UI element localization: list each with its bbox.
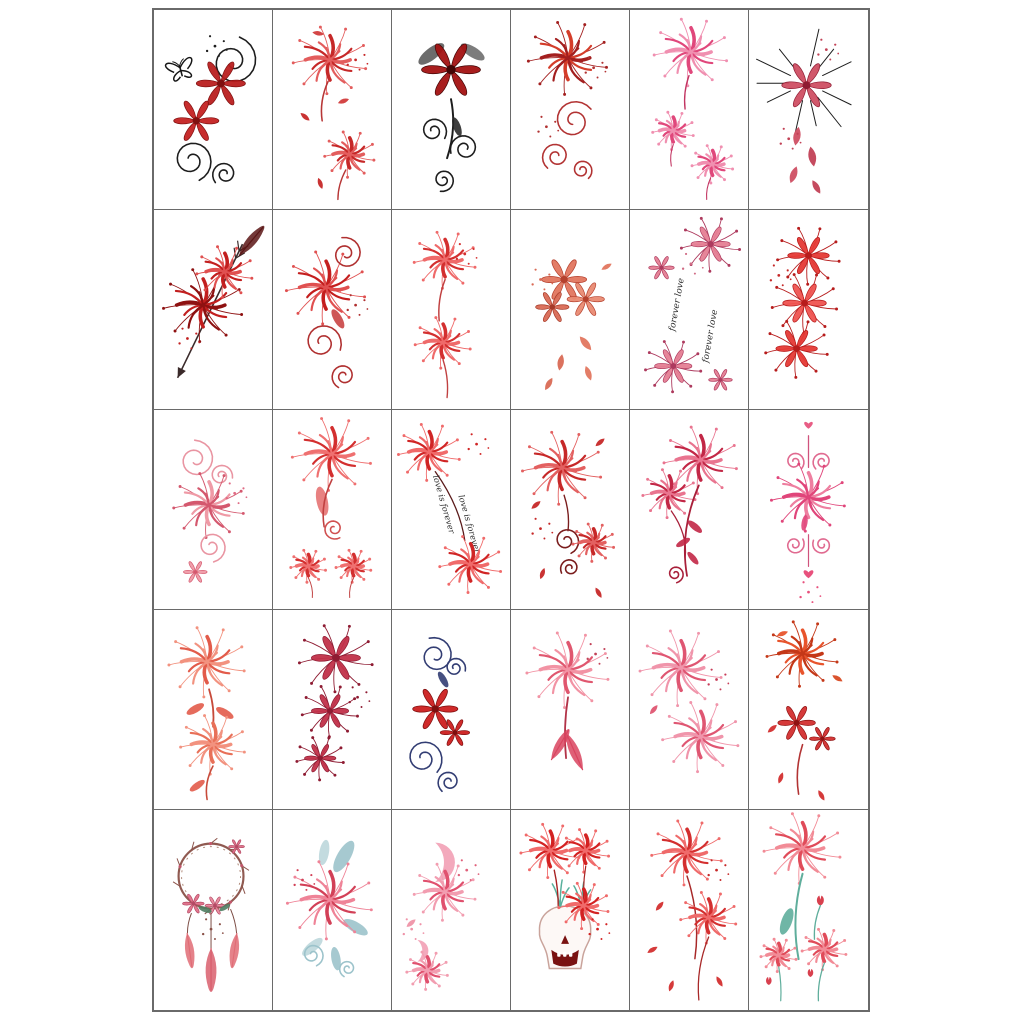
tattoo-cell-r5c3-crescent-moons-pink-lilies bbox=[392, 810, 511, 1010]
spider-lilies-long-stems-petals-illustration bbox=[647, 819, 738, 1001]
spider-lily-ribbon-two-buds-illustration bbox=[289, 417, 373, 598]
script-text: forever love bbox=[701, 309, 720, 365]
spider-lilies-love-is-forever-illustration: love is forever love is forever bbox=[397, 422, 503, 594]
tattoo-cell-r5c5-spider-lilies-long-stems-petals bbox=[630, 810, 749, 1010]
tattoo-cell-r3c1-soft-pink-lily-curls bbox=[154, 410, 273, 610]
tattoo-cell-r4c4-pink-spider-lily-fern-leaves bbox=[511, 610, 630, 810]
soft-pink-lily-curls-illustration bbox=[172, 439, 248, 583]
crimson-lilies-long-stamens-illustration bbox=[295, 624, 374, 782]
pink-lilies-forever-love-script-illustration: forever love forever love bbox=[644, 216, 742, 394]
spider-lily-treble-swirl-illustration bbox=[521, 430, 616, 598]
tattoo-cell-r4c6-orange-red-spider-lily-pair-petals bbox=[749, 610, 868, 810]
script-text: forever love bbox=[667, 277, 686, 333]
tattoo-cell-r2c2-spider-lily-red-flourishes bbox=[273, 210, 392, 410]
tattoo-cell-r1c5-pink-spider-lilies-trio bbox=[630, 10, 749, 210]
tattoo-cell-r3c2-spider-lily-ribbon-two-buds bbox=[273, 410, 392, 610]
tattoo-cell-r3c6-pink-heart-ornament-totem bbox=[749, 410, 868, 610]
pink-heart-ornament-totem-illustration bbox=[769, 421, 846, 604]
tattoo-cell-r1c6-red-flower-black-spikes-flames bbox=[749, 10, 868, 210]
tattoo-sheet-grid: forever love forever love love is forever l… bbox=[152, 8, 870, 1012]
orange-red-spider-lily-pair-petals-illustration bbox=[765, 620, 843, 801]
deep-red-lily-black-vine-illustration bbox=[418, 43, 485, 193]
tattoo-cell-r2c3-two-spider-lilies-stems bbox=[392, 210, 511, 410]
tattoo-cell-r3c4-spider-lily-treble-swirl bbox=[511, 410, 630, 610]
spider-lily-red-flourishes-illustration bbox=[284, 236, 369, 389]
red-lily-chain-illustration bbox=[764, 226, 841, 379]
two-pink-spider-lilies-illustration bbox=[638, 629, 740, 774]
script-text: love is forever bbox=[431, 474, 458, 536]
tattoo-cell-r4c1-coral-spider-lilies-stems bbox=[154, 610, 273, 810]
spider-lilies-arrow-feather-illustration bbox=[162, 225, 265, 379]
script-text: love is forever bbox=[457, 494, 484, 556]
tattoo-cell-r1c1-red-lilies-butterfly-black-swirls bbox=[154, 10, 273, 210]
crescent-moons-pink-lilies-illustration bbox=[402, 842, 480, 991]
tattoo-cell-r4c3-red-lilies-indigo-vines bbox=[392, 610, 511, 810]
tattoo-cell-r3c3-spider-lilies-love-is-forever: love is forever love is forever bbox=[392, 410, 511, 610]
skull-spider-lilies-illustration bbox=[519, 822, 611, 970]
pink-spider-lily-fern-leaves-illustration bbox=[525, 631, 610, 771]
tattoo-cell-r4c5-two-pink-spider-lilies bbox=[630, 610, 749, 810]
two-spider-lilies-leafy-stems-illustration bbox=[641, 425, 738, 584]
coral-spider-lilies-stems-illustration bbox=[167, 626, 246, 801]
tattoo-cell-r5c1-dreamcatcher-flower-wreath-feathers bbox=[154, 810, 273, 1010]
red-lilies-indigo-vines-illustration bbox=[409, 636, 471, 793]
tattoo-cell-r2c4-coral-lily-cluster-petals bbox=[511, 210, 630, 410]
spider-lily-teal-leaves-illustration bbox=[285, 839, 373, 978]
tattoo-cell-r2c1-spider-lilies-arrow-feather bbox=[154, 210, 273, 410]
coral-lily-cluster-petals-illustration bbox=[531, 259, 612, 391]
tattoo-cell-r2c6-red-lily-chain bbox=[749, 210, 868, 410]
spider-lilies-teal-stems-buds-illustration bbox=[759, 812, 848, 1002]
tattoo-cell-r1c4-red-spider-lily-swirl-flourish bbox=[511, 10, 630, 210]
red-spider-lily-swirl-flourish-illustration bbox=[526, 21, 608, 180]
tattoo-cell-r5c2-spider-lily-teal-leaves bbox=[273, 810, 392, 1010]
tattoo-cell-r1c3-deep-red-lily-black-vine bbox=[392, 10, 511, 210]
tattoo-cell-r5c4-skull-spider-lilies bbox=[511, 810, 630, 1010]
tattoo-cell-r2c5-pink-lilies-forever-love-script: forever love forever love bbox=[630, 210, 749, 410]
red-flower-black-spikes-flames-illustration bbox=[756, 28, 852, 194]
two-spider-lilies-stems-illustration bbox=[412, 230, 478, 399]
tattoo-cell-r5c6-spider-lilies-teal-stems-buds bbox=[749, 810, 868, 1010]
red-lilies-butterfly-black-swirls-illustration bbox=[164, 35, 257, 184]
tattoo-cell-r4c2-crimson-lilies-long-stamens bbox=[273, 610, 392, 810]
tattoo-cell-r1c2-two-red-spider-lilies-falling-petals bbox=[273, 10, 392, 210]
tattoo-cell-r3c5-two-spider-lilies-leafy-stems bbox=[630, 410, 749, 610]
dreamcatcher-flower-wreath-feathers-illustration bbox=[172, 837, 250, 992]
pink-spider-lilies-trio-illustration bbox=[651, 17, 735, 201]
two-red-spider-lilies-falling-petals-illustration bbox=[291, 25, 376, 201]
